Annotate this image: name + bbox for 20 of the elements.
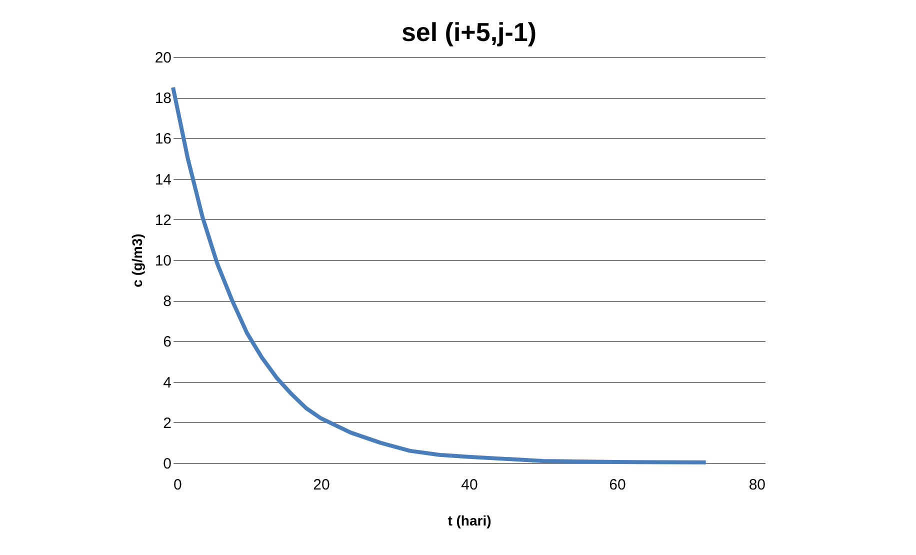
x-tick-label: 60: [609, 476, 626, 494]
y-tick-label: 18: [154, 90, 172, 108]
x-tick-label: 0: [174, 476, 182, 494]
y-tick-label: 0: [163, 456, 172, 472]
line-series: [171, 85, 708, 464]
y-tick-label: 10: [154, 252, 172, 270]
y-tick-label: 8: [163, 293, 172, 310]
y-tick-label: 16: [154, 130, 172, 148]
y-tick-label: 6: [163, 334, 172, 351]
chart-title: sel (i+5,j-1): [401, 17, 537, 47]
x-tick-label: 20: [313, 476, 330, 494]
y-tick-label: 2: [163, 414, 172, 432]
y-axis-title: c (g/m3): [128, 234, 145, 288]
y-tick-label: 4: [163, 374, 172, 392]
x-axis-title: t (hari): [448, 512, 492, 528]
x-tick-label: 80: [748, 476, 766, 494]
y-tick-label: 12: [154, 212, 172, 229]
x-tick-label: 40: [461, 476, 478, 494]
y-tick-label: 14: [154, 171, 172, 188]
y-tick-label: 20: [154, 50, 172, 66]
